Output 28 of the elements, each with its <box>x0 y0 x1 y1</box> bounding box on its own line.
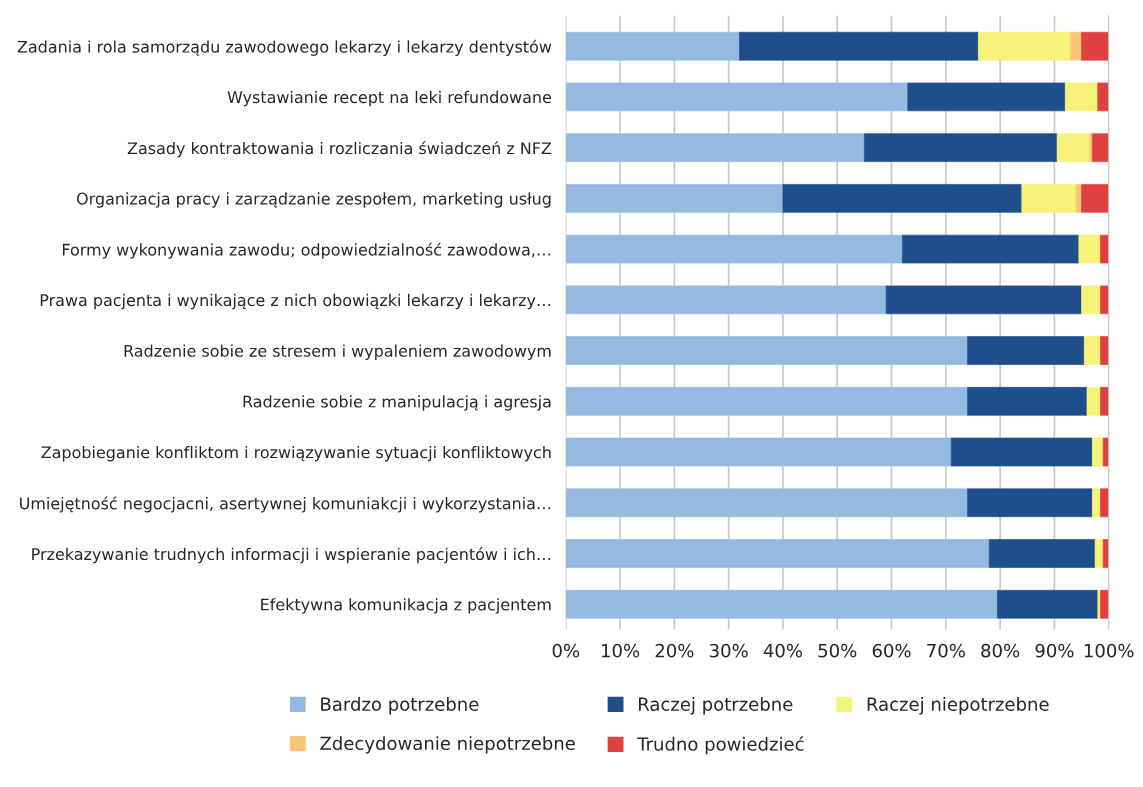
y-tick-label: Efektywna komunikacja z pacjentem <box>261 598 551 614</box>
legend-label: Raczej potrzebne <box>639 697 793 715</box>
x-tick-label: 20% <box>655 643 694 658</box>
y-tick-label: Zadania i rola samorządu zawodowego lekarzy i lekarzy dentystów <box>17 39 552 56</box>
x-tick-label: 10% <box>602 643 640 658</box>
x-tick-label: 60% <box>872 643 911 658</box>
y-tick-label: Organizacja pracy i zarządzanie zespołem, marketing usług <box>76 192 551 208</box>
y-tick-label: Zasady kontraktowania i rozliczania świadczeń z NFZ <box>127 141 552 158</box>
legend-label: Trudno powiedzieć <box>637 736 804 755</box>
y-tick-label: Zapobieganie konfliktom i rozwiązywanie sytuacji konfliktowych <box>41 445 551 462</box>
y-tick-label: Radzenie sobie z manipulacją i agresja <box>243 395 551 411</box>
legend-label: Raczej niepotrzebne <box>867 697 1049 715</box>
x-tick-label: 100% <box>1084 643 1134 658</box>
x-tick-label: 70% <box>927 643 965 658</box>
y-tick-label: Formy wykonywania zawodu; odpowiedzialność zawodowa,… <box>62 242 551 259</box>
x-tick-label: 30% <box>709 643 748 658</box>
y-tick-label: Radzenie sobie ze stresem i wypaleniem zawodowym <box>124 344 551 360</box>
legend-label: Zdecydowanie niepotrzebne <box>320 736 575 754</box>
legend-label: Bardzo potrzebne <box>321 697 479 715</box>
y-tick-label: Wystawianie recept na leki refundowane <box>227 90 552 107</box>
x-tick-label: 40% <box>763 643 803 658</box>
x-tick-label: 0% <box>552 643 580 658</box>
x-tick-label: 90% <box>1035 643 1074 658</box>
y-tick-label: Prawa pacjenta i wynikające z nich obowiązki lekarzy i lekarzy… <box>40 293 551 310</box>
y-tick-label: Przekazywanie trudnych informacji i wspieranie pacjentów i ich… <box>32 547 551 564</box>
x-tick-label: 80% <box>981 643 1020 658</box>
x-tick-label: 50% <box>818 643 857 658</box>
y-tick-label: Umiejętność negocjacni, asertywnej komuniakcji i wykorzystania… <box>20 496 551 513</box>
